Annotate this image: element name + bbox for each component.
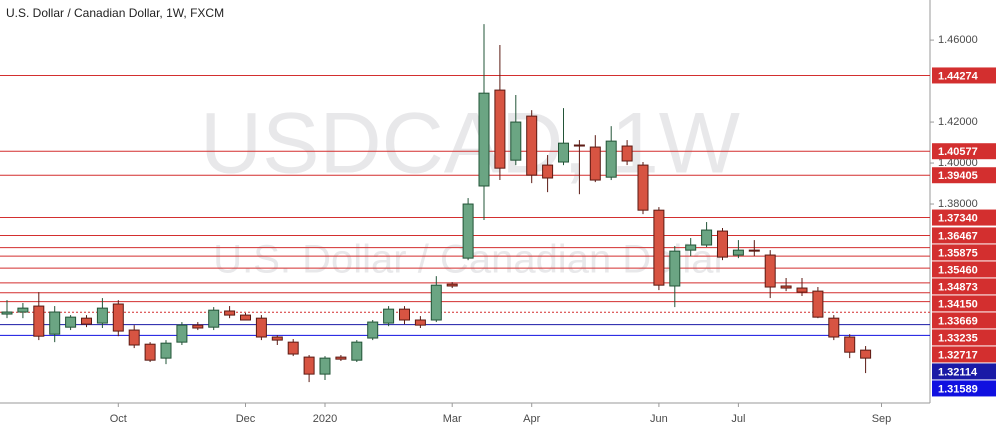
level-label-box [932,67,996,84]
y-tick-label: 1.46000 [938,34,978,46]
candle-body [17,307,29,313]
level-label-box [932,346,996,363]
candle-body [669,250,681,287]
candle-body [558,142,569,163]
candle-body [701,229,713,246]
candle-body [510,121,522,161]
candle-body [653,209,665,286]
candle-body [717,230,728,258]
level-label-box [932,227,996,244]
candle-body [589,146,601,181]
level-label: 1.36467 [938,230,978,242]
level-label-box [932,244,996,261]
level-label: 1.44274 [938,70,979,82]
candle-body [271,336,283,341]
x-tick-label: 2020 [313,413,337,425]
candle-body [542,164,554,179]
candle-body [303,356,315,375]
candle-body [732,249,744,256]
candle-body [144,343,156,361]
y-tick-label: 1.42000 [938,116,978,128]
x-tick-label: Sep [872,413,892,425]
level-label: 1.39405 [938,170,978,182]
level-label-box [932,295,996,312]
candle-body [478,92,490,187]
level-label-box [932,363,996,380]
candle-body [49,311,61,335]
y-tick-label: 1.40000 [938,157,978,169]
level-label: 1.35460 [938,264,978,276]
candle-body [526,115,538,176]
candle-body [1,311,13,315]
candle-body [255,317,267,338]
candle-body [112,303,124,332]
x-tick-label: Jun [650,413,668,425]
candle-body [605,140,617,178]
level-label: 1.37340 [938,212,978,224]
candle-body [128,329,140,346]
candle-body [96,307,108,324]
level-label: 1.32114 [938,366,978,378]
candle-body [446,283,458,287]
candle-body [573,144,585,147]
candle-body [176,324,188,343]
x-tick-label: Oct [110,413,127,425]
candle-body [494,89,506,169]
candle-body [844,336,856,353]
candle-body [780,285,792,289]
level-label: 1.40577 [938,146,978,158]
x-tick-label: Mar [443,413,462,425]
candle-body [637,164,649,211]
candle-body [621,145,633,162]
level-label: 1.33669 [938,315,978,327]
candle-body [319,357,331,375]
candle-body [351,341,363,361]
candle-body [828,317,840,338]
level-label-box [932,209,996,226]
candle-body [414,319,426,326]
candle-body [367,321,379,339]
chart-title: U.S. Dollar / Canadian Dollar, 1W, FXCM [6,6,224,20]
candle-body [812,290,824,318]
level-label: 1.32717 [938,349,978,361]
x-tick-label: Dec [236,413,256,425]
level-label-box [932,143,996,160]
candle-body [860,349,872,359]
candle-body [65,316,77,328]
level-label: 1.33235 [938,332,978,344]
candle-body [33,305,45,337]
candle-body [160,342,172,359]
level-label: 1.35875 [938,247,978,259]
candle-body [796,287,808,293]
candle-body [748,249,760,252]
x-tick-label: Jul [731,413,745,425]
candle-body [764,254,776,288]
level-label: 1.34150 [938,298,978,310]
level-label-box [932,380,996,397]
level-label: 1.31589 [938,383,978,395]
level-label-box [932,278,996,295]
candle-body [81,317,92,325]
candle-body [208,309,220,328]
candle-body [240,314,251,321]
candle-body [399,308,410,321]
watermark: USDCAD, 1W [200,96,740,192]
level-label-box [932,329,996,346]
x-tick-label: Apr [523,413,540,425]
y-tick-label: 1.38000 [938,198,978,210]
candle-body [335,356,347,360]
candle-body [462,203,474,259]
candle-body [287,341,299,355]
level-label-box [932,312,996,329]
candle-body [685,244,697,251]
level-label: 1.34873 [938,281,978,293]
level-label-box [932,261,996,278]
candle-body [192,324,204,329]
level-label-box [932,167,996,184]
candle-body [224,310,236,316]
candle-body [383,308,395,324]
candle-body [430,284,442,321]
